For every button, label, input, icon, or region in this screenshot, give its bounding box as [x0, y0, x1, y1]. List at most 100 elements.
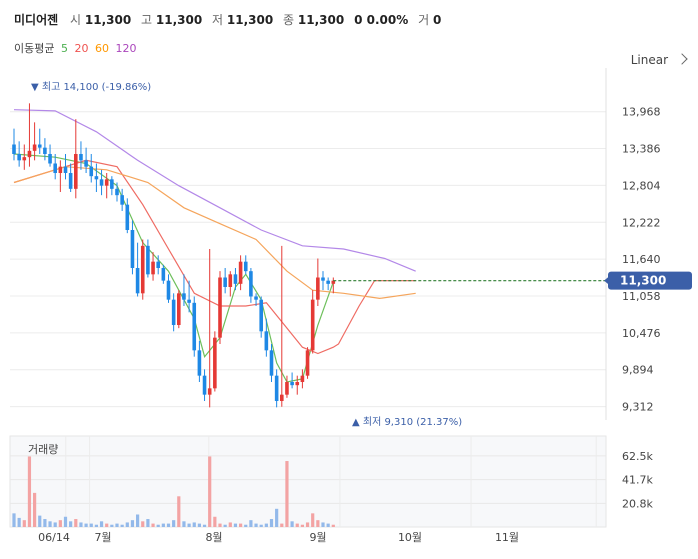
candle-body [104, 179, 109, 186]
candle-body [53, 163, 57, 173]
candle-body [120, 195, 124, 205]
volume-bar [99, 521, 104, 527]
volume-bar [58, 520, 62, 527]
candle-body [290, 382, 294, 386]
stock-name: 미디어젠 [14, 13, 59, 27]
candle-body [321, 277, 325, 281]
candle-body [130, 230, 135, 268]
volume-bar [223, 524, 227, 527]
max-price-annotation: ▼ 최고 14,100 (-19.86%) [31, 81, 151, 93]
ma-20-line [13, 159, 416, 355]
candle-body [228, 274, 233, 287]
volume-bar [259, 524, 263, 527]
candle-body [68, 173, 73, 189]
candle-body [197, 350, 202, 376]
volume-bar [321, 522, 325, 527]
candle-body [156, 261, 160, 268]
ma-60: 60 [94, 42, 109, 55]
candle-body [187, 299, 191, 303]
volume-bar [94, 524, 98, 527]
close-label: 종 [283, 13, 295, 27]
volume-bar [156, 524, 160, 527]
volume-bar [208, 456, 212, 527]
volume-bar [48, 521, 52, 527]
volume-bar [192, 522, 196, 527]
ma-5-line [13, 153, 334, 383]
candle-body [264, 331, 269, 351]
candle-body [249, 271, 253, 297]
candle-body [94, 176, 99, 180]
current-price-tag-pointer [604, 275, 610, 286]
scale-mode-selector[interactable]: Linear [630, 53, 668, 67]
volume-bar [249, 520, 253, 527]
candle-body [110, 179, 114, 189]
volume-bar [89, 523, 93, 527]
volume-bar [295, 523, 299, 527]
candle-body [115, 188, 119, 196]
moving-average-legend[interactable]: 이동평균 5 20 60 120 [14, 40, 136, 56]
low-label: 저 [212, 13, 224, 27]
price-tick-label: 12,222 [622, 216, 661, 229]
volume-bar [182, 521, 186, 527]
volume-bar [125, 522, 129, 527]
candle-body [182, 293, 186, 300]
volume-bar [244, 524, 248, 527]
volume-bar [141, 521, 145, 527]
candle-body [238, 261, 243, 284]
ma-5: 5 [60, 42, 68, 55]
x-tick-label: 9월 [309, 531, 326, 544]
candle-body [177, 293, 181, 325]
x-tick-label: 10월 [398, 531, 422, 544]
x-tick-label: 11월 [495, 531, 519, 544]
volume-bar [105, 523, 109, 527]
volume-bar [74, 519, 78, 527]
volume-tick-label: 41.7k [622, 474, 653, 487]
candle-body [243, 261, 248, 272]
volume-bar [172, 520, 176, 527]
candle-body [22, 157, 27, 161]
price-tick-label: 13,968 [622, 106, 661, 119]
volume-bar [285, 461, 289, 527]
candle-body [166, 280, 171, 300]
volume-bar [228, 522, 232, 527]
candle-body [295, 382, 300, 386]
price-tick-label: 13,386 [622, 143, 661, 156]
volume-bar [151, 523, 155, 527]
volume-bar [326, 523, 330, 527]
current-price-tag [608, 271, 692, 290]
volume-bar [305, 522, 310, 527]
volume-bar [233, 523, 238, 527]
price-tick-label: 9,312 [622, 401, 654, 414]
candle-body [146, 245, 150, 275]
candle-body [280, 394, 284, 401]
candle-body [218, 277, 222, 338]
candle-body [326, 280, 330, 284]
candle-body [125, 204, 130, 230]
candle-body [58, 166, 63, 173]
candle-body [74, 154, 78, 189]
change-value: 0 0.00% [354, 13, 409, 27]
candle-body [274, 375, 279, 401]
candle-body [12, 144, 16, 154]
candle-body [331, 280, 336, 284]
open-value: 11,300 [84, 13, 132, 27]
price-tick-label: 12,804 [622, 179, 661, 192]
close-value: 11,300 [297, 13, 345, 27]
candle-body [192, 302, 197, 351]
price-tick-label: 11,640 [622, 253, 661, 266]
volume-bar [38, 515, 42, 527]
open-label: 시 [70, 13, 82, 27]
volume-bar [63, 516, 68, 527]
candle-body [43, 147, 47, 154]
x-tick-label: 7월 [94, 531, 111, 544]
volume-bar [290, 521, 294, 527]
x-tick-label: 8월 [205, 531, 222, 544]
ma-120-line [13, 109, 416, 272]
price-tick-label: 9,894 [622, 364, 654, 377]
volume-bar [161, 523, 165, 527]
volume-bar [146, 519, 150, 527]
volume-value: 0 [432, 13, 442, 27]
volume-bar [254, 523, 258, 527]
price-tick-label: 10,476 [622, 327, 661, 340]
